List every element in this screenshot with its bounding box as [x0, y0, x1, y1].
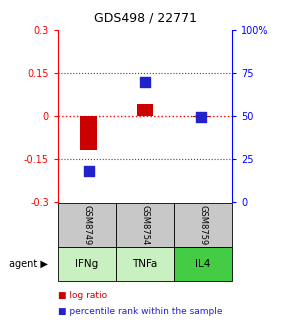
- Text: agent ▶: agent ▶: [9, 259, 48, 269]
- Bar: [80, 116, 97, 150]
- Text: IL4: IL4: [195, 259, 211, 269]
- Text: TNFa: TNFa: [132, 259, 158, 269]
- Text: GSM8749: GSM8749: [82, 205, 92, 245]
- Point: [199, 114, 204, 120]
- Bar: [193, 116, 210, 117]
- Text: GSM8759: GSM8759: [198, 205, 208, 245]
- Text: GSM8754: GSM8754: [140, 205, 150, 245]
- Point: [86, 168, 91, 173]
- Text: ■ log ratio: ■ log ratio: [58, 291, 107, 300]
- Point: [143, 79, 147, 84]
- Text: IFNg: IFNg: [75, 259, 99, 269]
- Text: GDS498 / 22771: GDS498 / 22771: [93, 12, 197, 25]
- Bar: [137, 104, 153, 116]
- Text: ■ percentile rank within the sample: ■ percentile rank within the sample: [58, 307, 222, 317]
